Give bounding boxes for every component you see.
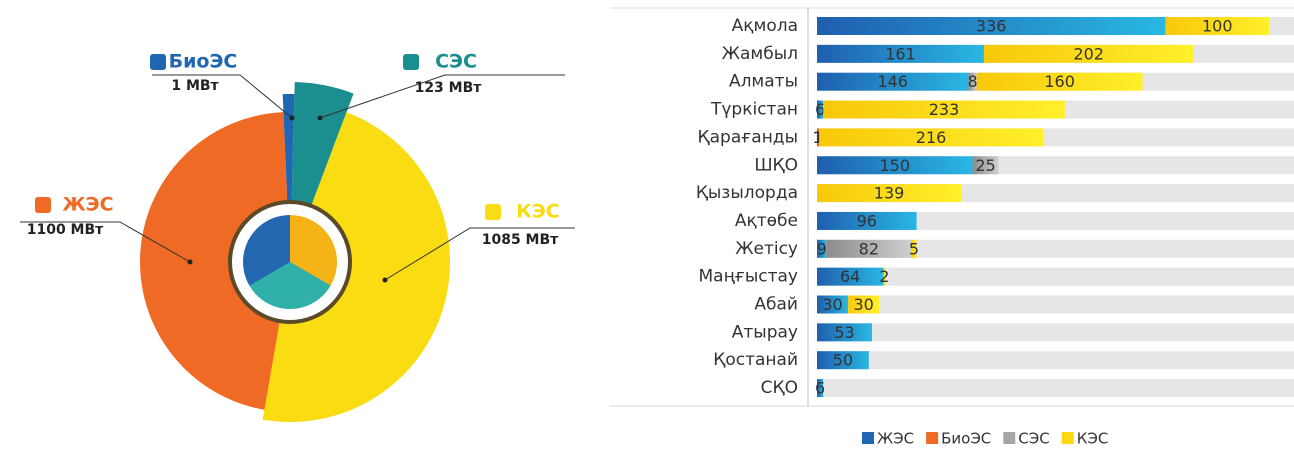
category-label: СҚО: [761, 378, 798, 398]
leader-dot: [318, 116, 323, 121]
category-label: Қарағанды: [698, 127, 798, 147]
bar-value-label: 53: [834, 323, 854, 342]
legend-icon: [485, 204, 501, 220]
pie-value-label: 1 МВт: [171, 78, 219, 94]
category-label: Түркістан: [710, 100, 798, 120]
legend-label: КЭС: [1077, 430, 1109, 448]
bar-value-label: 25: [975, 156, 995, 175]
category-label: Маңғыстау: [698, 267, 798, 287]
category-label: Атырау: [732, 322, 798, 342]
bar-value-label: 202: [1073, 44, 1104, 63]
bar-value-label: 139: [874, 184, 905, 203]
category-label: Жамбыл: [722, 44, 798, 64]
legend-icon: [35, 197, 51, 213]
bar-value-label: 5: [909, 239, 919, 258]
bar-track: [817, 351, 1294, 369]
category-label: Қостанай: [713, 350, 798, 370]
bar-value-label: 216: [916, 128, 947, 147]
category-label: Абай: [754, 295, 798, 315]
pie-category-label: ЖЭС: [62, 194, 113, 216]
bar-value-label: 30: [822, 295, 842, 314]
legend-swatch: [926, 432, 938, 444]
legend-icon: [403, 54, 419, 70]
bar-value-label: 100: [1202, 17, 1233, 36]
pie-category-label: БиоЭС: [169, 51, 238, 73]
leader-dot: [290, 116, 295, 121]
category-label: Қызылорда: [696, 183, 798, 203]
pie-value-label: 1085 МВт: [482, 232, 559, 248]
bar-value-label: 96: [857, 211, 877, 230]
category-label: Ақтөбе: [735, 211, 798, 231]
category-label: Алматы: [729, 72, 798, 92]
bar-value-label: 161: [885, 44, 916, 63]
legend-label: ЖЭС: [877, 430, 914, 448]
bar-track: [817, 296, 1294, 314]
leader-dot: [383, 278, 388, 283]
bar-track: [817, 379, 1294, 397]
leader-dot: [188, 260, 193, 265]
legend-swatch: [1062, 432, 1074, 444]
infographic: ЖЭС 1100 МВт БиоЭС 1 МВт СЭС 123 МВт КЭС 1085 М…: [0, 0, 1294, 449]
legend-icon: [150, 54, 166, 70]
bar-value-label: 64: [840, 267, 860, 286]
bar-value-label: 2: [879, 267, 889, 286]
category-label: ШҚО: [754, 155, 798, 175]
legend-swatch: [862, 432, 874, 444]
bar-value-label: 82: [859, 239, 879, 258]
category-label: Ақмола: [732, 16, 798, 36]
bar-value-label: 150: [879, 156, 910, 175]
pie-category-label: КЭС: [516, 201, 559, 223]
bar-value-label: 336: [976, 17, 1007, 36]
legend-label: СЭС: [1018, 430, 1049, 448]
bar-value-label: 9: [817, 239, 827, 258]
legend-label: БиоЭС: [941, 430, 991, 448]
pie-value-label: 123 МВт: [415, 80, 483, 96]
bar-value-label: 30: [853, 295, 873, 314]
category-label: Жетісу: [735, 239, 798, 259]
bar-value-label: 160: [1044, 72, 1075, 91]
legend-swatch: [1003, 432, 1015, 444]
bar-value-label: 6: [815, 379, 825, 398]
pie-value-label: 1100 МВт: [27, 222, 104, 238]
pie-category-label: СЭС: [435, 51, 477, 73]
bar-value-label: 8: [967, 72, 977, 91]
bar-track: [817, 323, 1294, 341]
bar-value-label: 50: [833, 351, 853, 370]
bar-value-label: 233: [929, 100, 960, 119]
bar-value-label: 146: [877, 72, 908, 91]
